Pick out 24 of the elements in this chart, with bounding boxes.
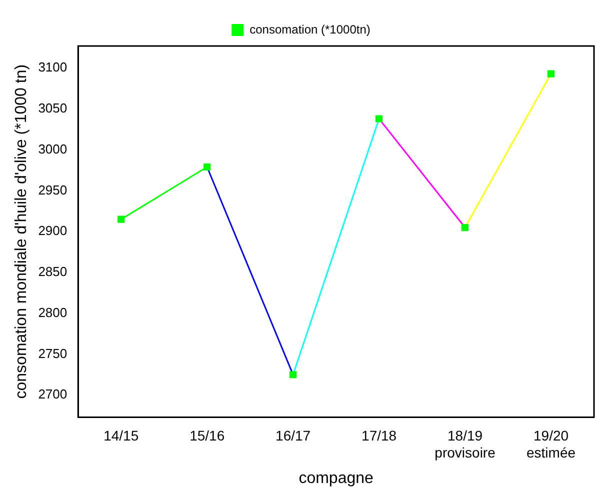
y-tick-label: 2950 (38, 182, 68, 198)
point (290, 371, 297, 378)
point (118, 216, 125, 223)
y-tick-label: 2900 (38, 223, 68, 238)
point (547, 70, 555, 78)
point (204, 163, 211, 171)
legend-label: consomation (*1000tn) (250, 22, 370, 36)
x-tick-label: 16/17 (276, 427, 311, 444)
point (461, 224, 469, 232)
y-tick-label: 2800 (38, 304, 68, 320)
y-tick-label: 3100 (38, 60, 68, 75)
point (376, 115, 383, 122)
x-tick-label: 14/15 (104, 427, 139, 444)
y-tick-label: 2700 (38, 386, 68, 402)
x-tick-label: 15/16 (190, 427, 225, 444)
x-tick-label: 19/20 estimée (526, 427, 576, 460)
y-tick-label: 3000 (38, 141, 68, 156)
y-axis-title: consomation mondiale d'huile d'olive (*1000 tn) (13, 64, 30, 399)
x-tick-label: 18/19 provisoire (434, 427, 496, 460)
y-tick-label: 3050 (38, 100, 68, 116)
y-tick-label: 2750 (38, 346, 68, 361)
y-tick-label: 2850 (38, 264, 68, 280)
x-axis-title: compagne (298, 470, 374, 487)
x-tick-label: 17/18 (362, 427, 397, 444)
